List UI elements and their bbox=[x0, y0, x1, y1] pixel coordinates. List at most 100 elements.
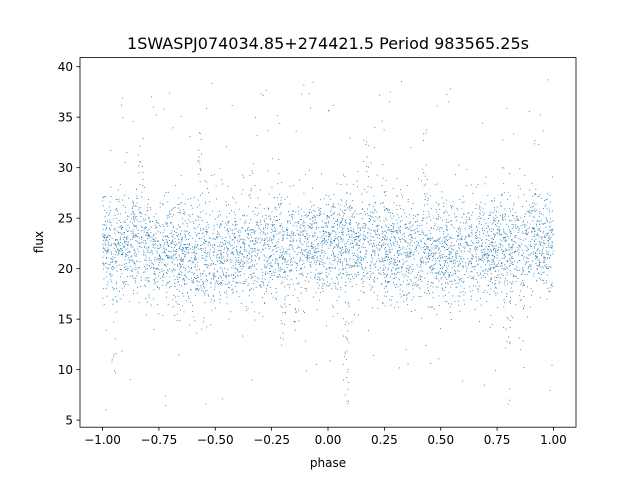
data-point bbox=[256, 281, 258, 283]
data-point bbox=[482, 122, 484, 124]
data-point bbox=[254, 233, 255, 235]
data-point bbox=[385, 259, 387, 261]
data-point bbox=[364, 225, 366, 227]
data-point bbox=[365, 144, 367, 145]
data-point bbox=[204, 239, 205, 241]
data-point bbox=[482, 207, 484, 209]
data-point bbox=[130, 244, 132, 246]
data-point bbox=[311, 226, 313, 228]
data-point bbox=[141, 213, 143, 215]
data-point bbox=[545, 217, 547, 219]
data-point bbox=[546, 266, 547, 268]
data-point bbox=[332, 305, 334, 307]
data-point bbox=[305, 230, 307, 232]
data-point bbox=[368, 220, 370, 222]
data-point bbox=[456, 261, 458, 263]
data-point bbox=[417, 244, 419, 246]
data-point bbox=[318, 260, 320, 262]
data-point bbox=[116, 265, 118, 267]
data-point bbox=[182, 218, 183, 220]
data-point bbox=[207, 266, 209, 268]
data-point bbox=[283, 235, 284, 237]
data-point bbox=[138, 221, 140, 223]
data-point bbox=[407, 255, 409, 257]
data-point bbox=[240, 265, 242, 267]
data-point bbox=[551, 247, 553, 249]
data-point bbox=[501, 240, 503, 242]
data-point bbox=[233, 235, 235, 237]
data-point bbox=[107, 268, 109, 270]
data-point bbox=[292, 210, 294, 212]
data-point bbox=[412, 264, 414, 265]
data-point bbox=[406, 297, 408, 299]
data-point bbox=[266, 240, 268, 242]
data-point bbox=[473, 255, 474, 257]
data-point bbox=[348, 239, 350, 240]
data-point bbox=[312, 187, 313, 189]
data-point bbox=[341, 249, 343, 251]
data-point bbox=[281, 344, 283, 346]
data-point bbox=[288, 287, 290, 289]
data-point bbox=[475, 186, 477, 188]
data-point bbox=[490, 273, 492, 275]
data-point bbox=[304, 280, 306, 282]
data-point bbox=[268, 258, 270, 260]
data-point bbox=[410, 251, 412, 253]
data-point bbox=[182, 305, 184, 307]
data-point bbox=[491, 228, 493, 230]
data-point bbox=[325, 235, 327, 237]
data-point bbox=[221, 237, 223, 239]
data-point bbox=[532, 210, 534, 212]
data-point bbox=[340, 184, 342, 186]
data-point bbox=[383, 235, 385, 237]
data-point bbox=[220, 223, 222, 225]
data-point bbox=[549, 194, 551, 196]
data-point bbox=[274, 245, 276, 247]
data-point bbox=[484, 251, 486, 253]
data-point bbox=[544, 235, 545, 237]
data-point bbox=[300, 218, 301, 220]
data-point bbox=[222, 280, 224, 282]
data-point bbox=[522, 285, 524, 287]
data-point bbox=[219, 299, 221, 301]
data-point bbox=[323, 255, 325, 257]
data-point bbox=[379, 216, 381, 218]
data-point bbox=[234, 220, 236, 222]
data-point bbox=[436, 218, 438, 220]
data-point bbox=[227, 259, 228, 261]
data-point bbox=[362, 247, 364, 248]
data-point bbox=[297, 233, 299, 235]
data-point bbox=[384, 247, 386, 248]
data-point bbox=[257, 224, 259, 226]
data-point bbox=[205, 230, 207, 232]
data-point bbox=[330, 214, 332, 216]
data-point bbox=[449, 236, 451, 238]
data-point bbox=[377, 255, 379, 257]
data-point bbox=[485, 264, 487, 266]
data-point bbox=[472, 277, 474, 279]
data-point bbox=[545, 266, 547, 268]
data-point bbox=[180, 202, 182, 204]
data-point bbox=[408, 269, 410, 271]
data-point bbox=[203, 251, 205, 253]
data-point bbox=[348, 303, 350, 305]
data-point bbox=[503, 268, 505, 270]
data-point bbox=[509, 259, 511, 261]
data-point bbox=[116, 300, 117, 302]
data-point bbox=[144, 218, 146, 220]
data-point bbox=[191, 213, 193, 215]
data-point bbox=[159, 255, 161, 257]
data-point bbox=[521, 243, 523, 245]
data-point bbox=[531, 246, 532, 247]
data-point bbox=[386, 207, 388, 209]
data-point bbox=[353, 230, 354, 232]
data-point bbox=[392, 228, 394, 230]
data-point bbox=[443, 289, 445, 291]
data-point bbox=[305, 256, 307, 258]
data-point bbox=[352, 276, 353, 278]
data-point bbox=[270, 232, 272, 234]
data-point bbox=[355, 233, 357, 235]
data-point bbox=[390, 304, 392, 306]
data-point bbox=[160, 257, 161, 259]
data-point bbox=[167, 263, 169, 265]
